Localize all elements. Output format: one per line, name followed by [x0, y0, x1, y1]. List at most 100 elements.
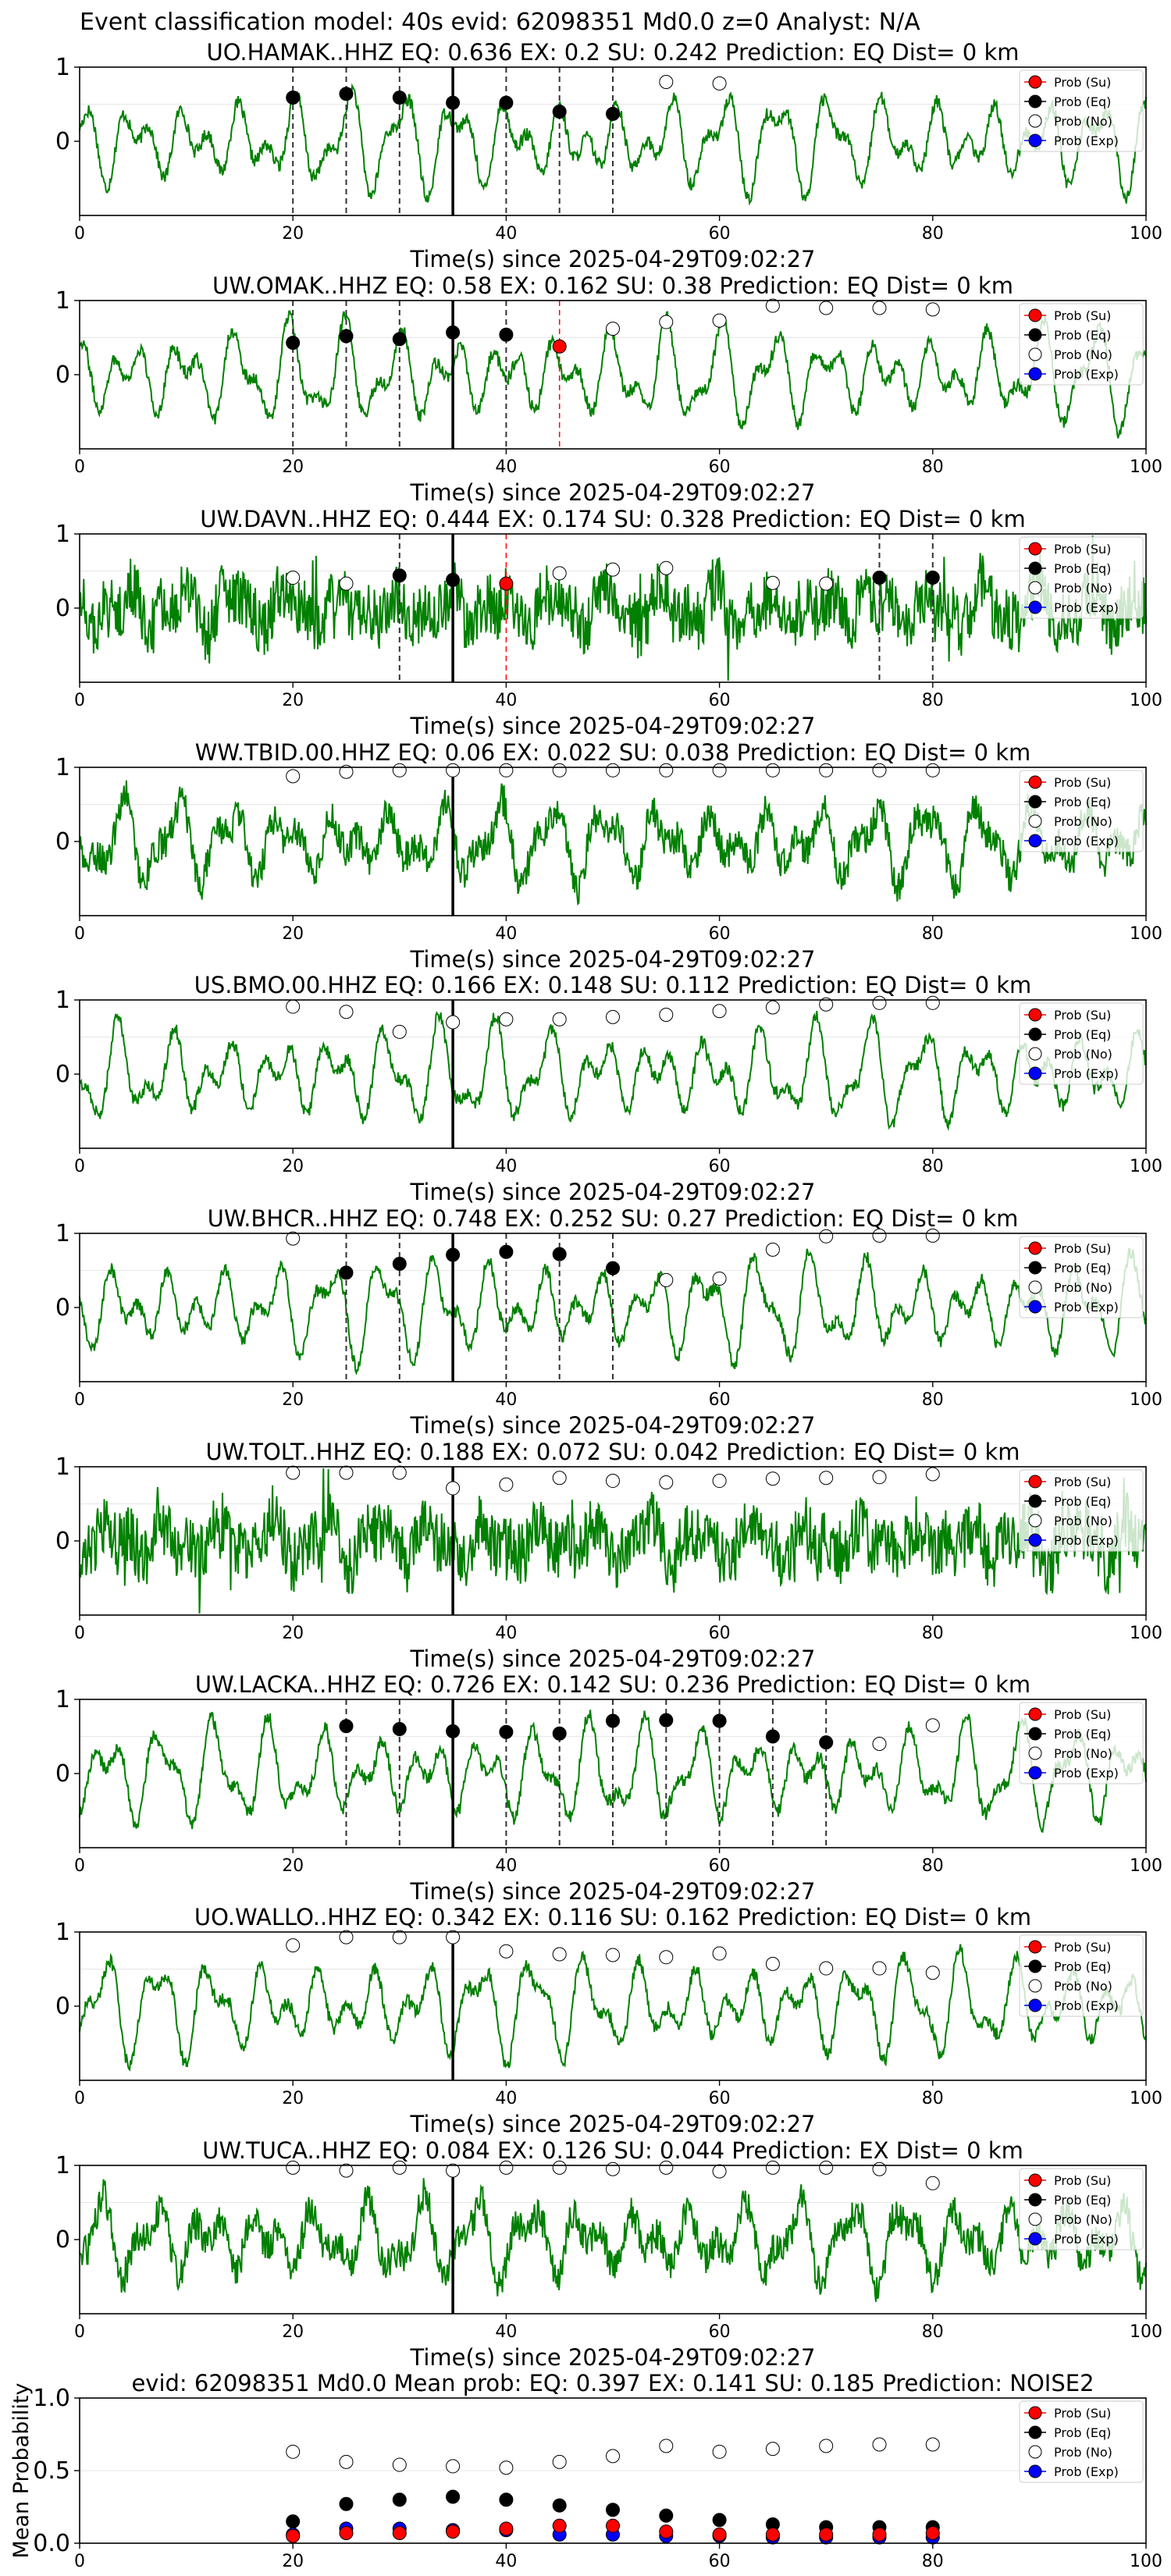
x-tick-label: 100: [1130, 1157, 1162, 1176]
prob-eq-point: [819, 1735, 834, 1750]
x-tick-label: 100: [1130, 2552, 1162, 2571]
legend: Prob (Su) Prob (Eq) Prob (No) Prob (Exp): [1019, 2400, 1144, 2483]
prob-no-point: [712, 763, 727, 777]
legend-label-exp: Prob (Exp): [1054, 834, 1119, 849]
legend-label-eq: Prob (Eq): [1054, 795, 1111, 809]
x-tick-label: 20: [282, 1157, 304, 1176]
x-tick-label: 100: [1130, 2322, 1162, 2342]
legend-marker-exp: [1028, 1066, 1042, 1080]
legend-marker-su: [1028, 1707, 1042, 1721]
waveform-trace: [79, 2178, 1147, 2302]
prob-no-point: [552, 1471, 567, 1485]
prob-no-point: [339, 1930, 354, 1944]
mean-prob-su-point: [552, 2518, 567, 2533]
prob-no-point: [712, 76, 727, 91]
x-axis-label: Time(s) since 2025-04-29T09:02:27: [410, 2111, 816, 2137]
prob-no-point: [872, 2161, 887, 2176]
mean-prob-no-point: [606, 2449, 620, 2464]
prob-eq-point: [339, 329, 354, 343]
prob-no-point: [765, 2160, 780, 2175]
y-tick-label: 0: [55, 128, 70, 155]
mean-prob-eq-point: [286, 2514, 301, 2529]
y-axis-label: Mean Probability: [9, 2383, 34, 2559]
prob-no-point: [925, 995, 940, 1010]
legend-marker-su: [1028, 1475, 1042, 1489]
prob-no-point: [606, 763, 620, 777]
panel-title: UW.DAVN..HHZ EQ: 0.444 EX: 0.174 SU: 0.3…: [200, 506, 1025, 532]
prob-eq-point: [339, 1265, 354, 1280]
x-axis-label: Time(s) since 2025-04-29T09:02:27: [410, 1412, 816, 1439]
legend-marker-no: [1028, 1514, 1042, 1528]
x-tick-label: 40: [495, 924, 517, 944]
legend-box: [1019, 1469, 1144, 1552]
prob-no-point: [286, 1938, 301, 1953]
prob-eq-point: [552, 1247, 567, 1261]
x-tick-label: 100: [1130, 1856, 1162, 1876]
legend-label-eq: Prob (Eq): [1054, 328, 1111, 343]
legend-marker-no: [1028, 347, 1042, 361]
prob-no-point: [872, 763, 887, 777]
legend-label-exp: Prob (Exp): [1054, 2464, 1119, 2479]
legend-marker-no: [1028, 1047, 1042, 1061]
x-tick-label: 80: [922, 1157, 944, 1176]
legend-box: [1019, 1702, 1144, 1784]
prob-no-point: [765, 1471, 780, 1486]
prob-no-point: [765, 763, 780, 777]
x-tick-label: 80: [922, 691, 944, 710]
x-tick-label: 20: [282, 224, 304, 244]
waveform-trace: [79, 1468, 1147, 1614]
legend-label-exp: Prob (Exp): [1054, 1066, 1119, 1081]
legend-marker-eq: [1028, 1959, 1042, 1973]
legend-label-no: Prob (No): [1054, 1746, 1112, 1761]
panel-title: US.BMO.00.HHZ EQ: 0.166 EX: 0.148 SU: 0.…: [194, 972, 1032, 998]
prob-no-point: [286, 1231, 301, 1246]
prob-no-point: [659, 2160, 674, 2175]
prob-no-point: [819, 576, 834, 591]
legend-label-su: Prob (Su): [1054, 2406, 1111, 2421]
legend-marker-su: [1028, 1940, 1042, 1954]
x-axis-label: Time(s) since 2025-04-29T09:02:27: [410, 2344, 816, 2371]
station-panel: UO.WALLO..HHZ EQ: 0.342 EX: 0.116 SU: 0.…: [55, 1904, 1162, 2137]
legend-label-no: Prob (No): [1054, 814, 1112, 829]
prob-no-point: [819, 301, 834, 315]
waveform-trace: [79, 535, 1147, 681]
prob-eq-point: [499, 1244, 514, 1259]
legend-box: [1019, 1934, 1144, 2017]
x-tick-label: 100: [1130, 1624, 1162, 1643]
legend-marker-exp: [1028, 2232, 1042, 2246]
x-tick-label: 40: [495, 1856, 517, 1876]
x-tick-label: 60: [709, 691, 731, 710]
legend-box: [1019, 2168, 1144, 2250]
legend-marker-su: [1028, 542, 1042, 556]
legend-marker-exp: [1028, 1300, 1042, 1314]
legend-box: [1019, 69, 1144, 152]
panel-title: UW.LACKA..HHZ EQ: 0.726 EX: 0.142 SU: 0.…: [195, 1671, 1030, 1698]
x-tick-label: 0: [74, 2322, 85, 2342]
x-tick-label: 60: [709, 1157, 731, 1176]
prob-no-point: [872, 1961, 887, 1976]
legend: Prob (Su) Prob (Eq) Prob (No) Prob (Exp): [1019, 770, 1144, 852]
prob-no-point: [499, 1944, 514, 1959]
legend-marker-exp: [1028, 600, 1042, 614]
x-tick-label: 100: [1130, 457, 1162, 477]
x-tick-label: 100: [1130, 1390, 1162, 1410]
x-tick-label: 60: [709, 1856, 731, 1876]
mean-prob-no-point: [925, 2437, 940, 2452]
x-tick-label: 20: [282, 691, 304, 710]
mean-prob-su-point: [286, 2528, 301, 2543]
x-tick-label: 40: [495, 457, 517, 477]
legend-label-no: Prob (No): [1054, 347, 1112, 362]
mean-prob-no-point: [339, 2454, 354, 2469]
legend-label-eq: Prob (Eq): [1054, 2193, 1111, 2208]
mean-prob-no-point: [392, 2457, 407, 2472]
legend-marker-exp: [1028, 834, 1042, 848]
prob-no-point: [392, 2160, 407, 2175]
x-tick-label: 0: [74, 1157, 85, 1176]
prob-no-point: [499, 2160, 514, 2175]
prob-no-point: [499, 1477, 514, 1492]
prob-no-point: [446, 763, 461, 777]
prob-su-point: [499, 576, 514, 591]
mean-prob-su-point: [606, 2518, 620, 2533]
y-tick-label: 1: [55, 1220, 70, 1247]
prob-no-point: [392, 1465, 407, 1480]
